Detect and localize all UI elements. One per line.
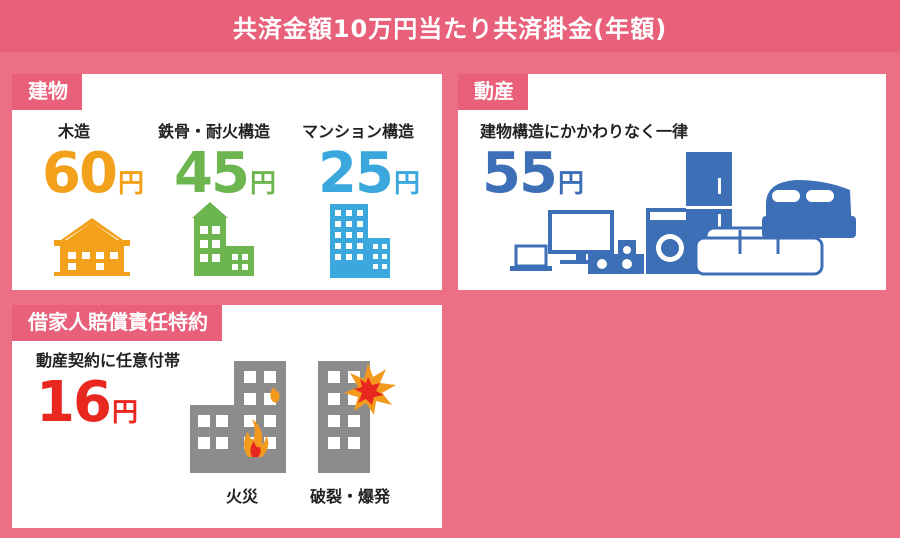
explosion-building-icon bbox=[318, 361, 396, 473]
condo-unit: 円 bbox=[393, 169, 420, 199]
liability-unit: 円 bbox=[111, 398, 138, 428]
wood-label: 木造 bbox=[58, 122, 91, 141]
liability-price: 16円 bbox=[36, 375, 138, 431]
steel-label: 鉄骨・耐火構造 bbox=[158, 122, 271, 141]
liability-tag: 借家人賠償責任特約 bbox=[12, 305, 222, 341]
liability-panel: 借家人賠償責任特約 動産契約に任意付帯 16円 火災 破裂・爆発 bbox=[12, 305, 442, 528]
wood-amount: 60 bbox=[42, 141, 118, 206]
condo-price: 25円 bbox=[318, 146, 420, 202]
contents-amount: 55 bbox=[482, 141, 558, 206]
contents-label: 建物構造にかかわりなく一律 bbox=[480, 122, 689, 141]
steel-building-icon bbox=[192, 202, 254, 276]
wood-price: 60円 bbox=[42, 146, 144, 202]
explosion-caption: 破裂・爆発 bbox=[310, 487, 391, 506]
fire-caption: 火災 bbox=[226, 487, 259, 506]
fire-building-icon bbox=[190, 361, 286, 473]
contents-panel: 動産 建物構造にかかわりなく一律 55円 bbox=[458, 74, 886, 290]
wooden-house-icon bbox=[54, 218, 130, 276]
condo-amount: 25 bbox=[318, 141, 394, 206]
building-tag: 建物 bbox=[12, 74, 82, 110]
wood-unit: 円 bbox=[117, 169, 144, 199]
condo-building-icon bbox=[330, 204, 390, 278]
page-title: 共済金額10万円当たり共済掛金(年額) bbox=[232, 14, 668, 43]
header-banner: 共済金額10万円当たり共済掛金(年額) bbox=[0, 0, 900, 52]
steel-price: 45円 bbox=[174, 146, 276, 202]
condo-label: マンション構造 bbox=[302, 122, 415, 141]
contents-price: 55円 bbox=[482, 146, 584, 202]
liability-label: 動産契約に任意付帯 bbox=[36, 351, 181, 370]
contents-tag: 動産 bbox=[458, 74, 528, 110]
household-goods-icon bbox=[510, 152, 856, 276]
liability-amount: 16 bbox=[36, 370, 112, 435]
contents-unit: 円 bbox=[557, 169, 584, 199]
building-panel: 建物 木造 60円 鉄骨・耐火構造 45円 マンション構造 25 bbox=[12, 74, 442, 290]
steel-amount: 45 bbox=[174, 141, 250, 206]
flame-icon bbox=[244, 419, 269, 457]
steel-unit: 円 bbox=[249, 169, 276, 199]
